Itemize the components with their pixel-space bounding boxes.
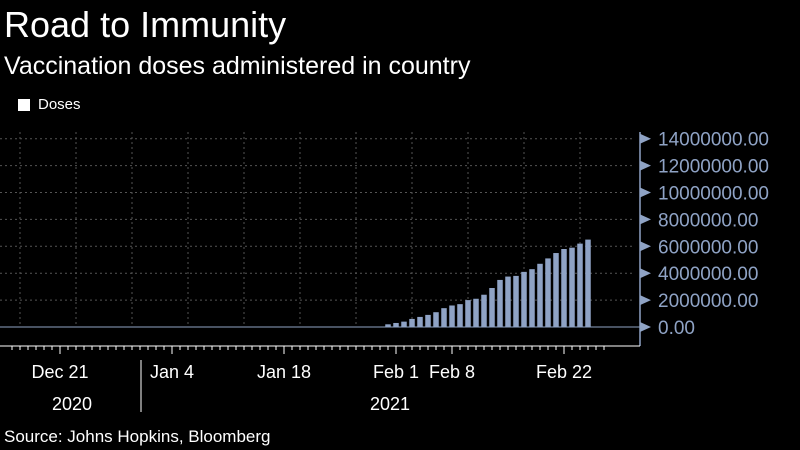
- bar: [585, 239, 591, 327]
- bar: [481, 294, 487, 327]
- bar: [417, 316, 423, 327]
- bar: [409, 318, 415, 327]
- bar: [457, 304, 463, 327]
- y-tick-label-0: 0.00: [658, 318, 695, 339]
- y-tick-marker-4: [640, 214, 651, 225]
- x-tick-label-2: Jan 18: [257, 362, 311, 382]
- y-tick-marker-1: [640, 295, 651, 306]
- legend-swatch: [18, 98, 30, 111]
- bar: [425, 314, 431, 327]
- y-tick-label-1: 2000000.00: [658, 291, 758, 312]
- source-note: Source: Johns Hopkins, Bloomberg: [4, 427, 271, 446]
- chart-title: Road to Immunity: [4, 4, 287, 45]
- x-tick-label-3: Feb 1: [373, 362, 419, 382]
- x-year-label-0: 2020: [52, 394, 92, 414]
- bar: [441, 308, 447, 327]
- y-tick-marker-5: [640, 187, 651, 198]
- bar: [433, 312, 439, 327]
- bar: [545, 258, 551, 327]
- chart-legend: Doses: [18, 96, 81, 113]
- y-tick-label-4: 8000000.00: [658, 210, 758, 231]
- bar: [569, 247, 575, 327]
- bar: [505, 276, 511, 327]
- bar: [577, 243, 583, 327]
- y-tick-marker-6: [640, 160, 651, 171]
- x-year-label-1: 2021: [370, 394, 410, 414]
- y-tick-label-6: 12000000.00: [658, 157, 769, 178]
- y-tick-marker-3: [640, 241, 651, 252]
- y-tick-label-2: 4000000.00: [658, 264, 758, 285]
- y-tick-label-7: 14000000.00: [658, 130, 769, 151]
- y-tick-marker-2: [640, 268, 651, 279]
- x-tick-label-4: Feb 8: [429, 362, 475, 382]
- bar: [385, 324, 391, 327]
- bar: [537, 263, 543, 327]
- legend-label: Doses: [38, 96, 81, 113]
- y-tick-label-5: 10000000.00: [658, 184, 769, 205]
- bar: [393, 322, 399, 327]
- chart-subtitle: Vaccination doses administered in countr…: [4, 52, 471, 80]
- x-tick-label-1: Jan 4: [150, 362, 194, 382]
- x-tick-label-0: Dec 21: [31, 362, 88, 382]
- bar: [529, 269, 535, 327]
- bar: [401, 321, 407, 327]
- y-tick-marker-0: [640, 322, 651, 332]
- y-tick-label-3: 6000000.00: [658, 237, 758, 258]
- x-tick-label-5: Feb 22: [536, 362, 592, 382]
- bar: [465, 300, 471, 327]
- bar: [473, 298, 479, 327]
- y-tick-marker-7: [640, 133, 651, 144]
- bar: [497, 279, 503, 327]
- bar: [513, 275, 519, 327]
- bar: [449, 305, 455, 327]
- bar: [561, 249, 567, 327]
- bar: [553, 253, 559, 327]
- bar: [489, 288, 495, 327]
- bar: [521, 271, 527, 327]
